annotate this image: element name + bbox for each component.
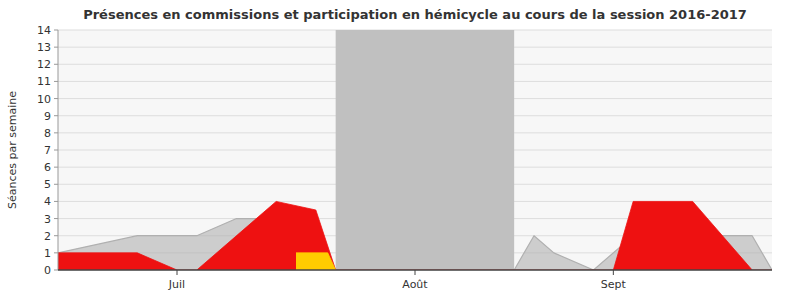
area-fill	[58, 201, 772, 270]
y-tick-label: 1	[44, 247, 51, 260]
chart-svg: 01234567891011121314JuilAoûtSeptSéances …	[0, 0, 790, 300]
x-tick	[613, 270, 614, 275]
y-tick	[54, 252, 58, 253]
x-tick-label: Sept	[601, 278, 627, 291]
y-tick	[54, 184, 58, 185]
y-tick-label: 4	[44, 195, 51, 208]
shaded-band	[336, 30, 514, 270]
y-tick	[54, 30, 58, 31]
chart-title: Présences en commissions et participatio…	[83, 7, 747, 22]
y-tick	[54, 64, 58, 65]
plot-background	[58, 30, 772, 270]
y-tick	[54, 81, 58, 82]
y-tick	[54, 167, 58, 168]
y-tick-label: 11	[37, 75, 51, 88]
x-tick-label: Juil	[168, 278, 185, 291]
area-line	[58, 201, 772, 270]
y-tick-label: 5	[44, 178, 51, 191]
y-tick-label: 9	[44, 110, 51, 123]
y-tick-label: 12	[37, 58, 51, 71]
y-tick	[54, 132, 58, 133]
plot-area	[58, 30, 772, 270]
y-grid	[58, 30, 772, 270]
y-tick	[54, 150, 58, 151]
y-tick-label: 6	[44, 161, 51, 174]
y-tick	[54, 270, 58, 271]
y-tick-label: 3	[44, 213, 51, 226]
y-tick-label: 7	[44, 144, 51, 157]
y-tick	[54, 218, 58, 219]
y-tick	[54, 235, 58, 236]
x-tick-label: Août	[402, 278, 428, 291]
y-tick	[54, 201, 58, 202]
y-axis: 01234567891011121314	[37, 24, 58, 277]
x-tick	[177, 270, 178, 275]
y-tick	[54, 115, 58, 116]
y-axis-line	[58, 30, 59, 270]
y-tick-label: 8	[44, 127, 51, 140]
y-tick-label: 13	[37, 41, 51, 54]
y-tick-label: 10	[37, 93, 51, 106]
area-fill	[296, 253, 336, 270]
y-tick-label: 14	[37, 24, 51, 37]
y-axis-label: Séances par semaine	[6, 91, 19, 209]
area-line	[296, 253, 336, 270]
y-tick-label: 2	[44, 230, 51, 243]
y-tick	[54, 98, 58, 99]
x-axis: Juil Août Sept	[168, 270, 627, 291]
x-tick	[415, 270, 416, 275]
y-tick-label: 0	[44, 264, 51, 277]
chart-container: 01234567891011121314JuilAoûtSeptSéances …	[0, 0, 790, 300]
y-tick	[54, 47, 58, 48]
